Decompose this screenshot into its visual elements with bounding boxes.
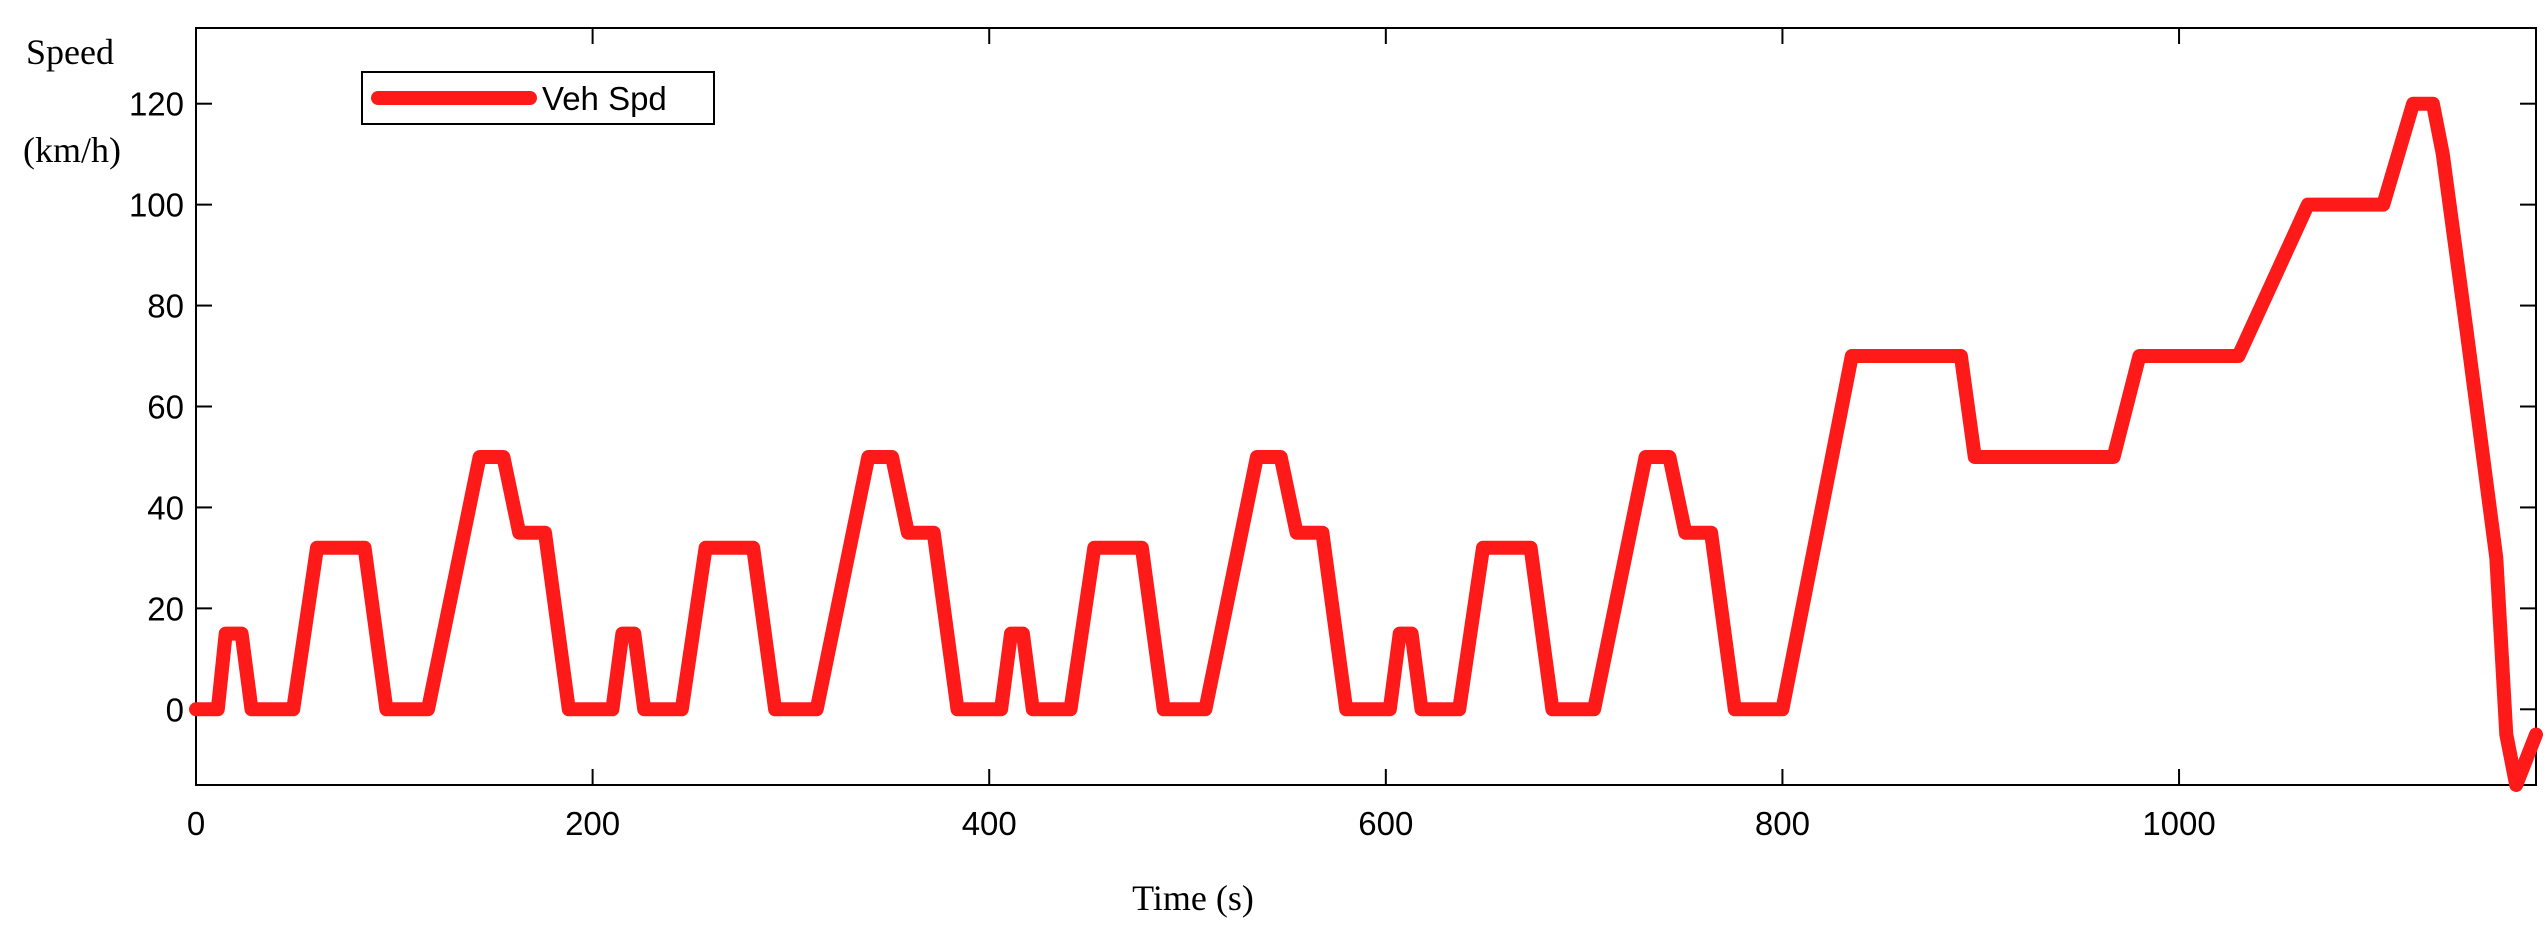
x-tick-label: 200	[565, 805, 620, 842]
tick-labels: 0 200 400 600 800 1000 0 20 40 60 80 100 120	[129, 86, 2216, 842]
y-axis-label-line2: (km/h)	[23, 130, 121, 170]
y-tick-label: 100	[129, 187, 184, 224]
x-axis-label: Time (s)	[1132, 878, 1254, 918]
plot-area	[195, 27, 2537, 786]
legend: Veh Spd	[361, 71, 715, 125]
x-tick-label: 600	[1358, 805, 1413, 842]
y-tick-label: 120	[129, 86, 184, 123]
series-line-veh-spd	[189, 96, 2543, 792]
x-tick-label: 0	[187, 805, 205, 842]
y-tick-label: 0	[166, 691, 184, 728]
y-tick-label: 60	[147, 389, 184, 426]
y-axis-label-line1: Speed	[26, 32, 114, 72]
x-tick-label: 400	[962, 805, 1017, 842]
x-tick-label: 800	[1755, 805, 1810, 842]
y-tick-label: 40	[147, 489, 184, 526]
y-tick-label: 20	[147, 590, 184, 627]
y-tick-label: 80	[147, 288, 184, 325]
x-tick-label: 1000	[2142, 805, 2215, 842]
legend-label: Veh Spd	[542, 80, 667, 117]
